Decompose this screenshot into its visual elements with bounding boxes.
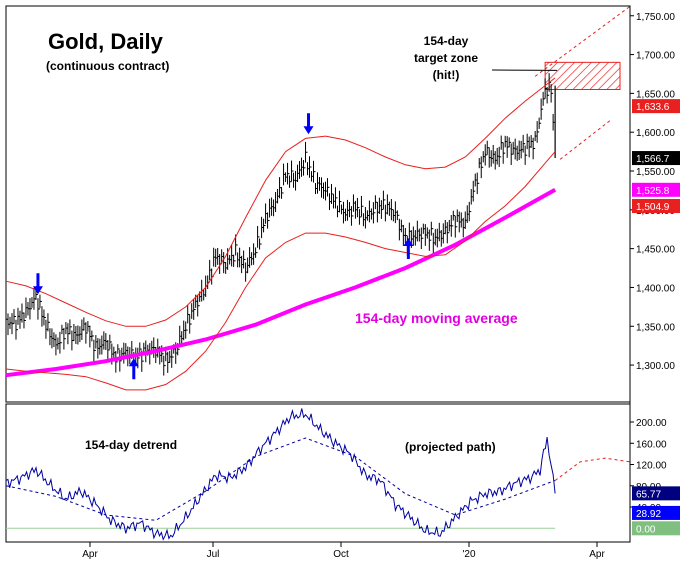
cycle-arrows (32, 113, 414, 380)
price-tick-label: 1,550.00 (636, 167, 675, 178)
price-label-text: 1,504.9 (636, 202, 670, 213)
target-zone-annotation-line: target zone (414, 51, 478, 65)
arrow-up-icon (128, 358, 139, 380)
target-zone-box (544, 61, 621, 91)
time-axis: Apr Jul Oct '20 Apr (82, 542, 605, 560)
target-zone-annotation-line: (hit!) (433, 68, 460, 82)
moving-average-annotation: 154-day moving average (355, 310, 518, 326)
detrend-value-text: 0.00 (636, 524, 656, 535)
series-154-day-moving-average (5, 188, 557, 378)
series-projected-channel-upper (534, 5, 631, 77)
price-label-box (632, 199, 680, 214)
target-zone-annotation: 154-day target zone (hit!) (414, 34, 478, 82)
price-tick-label: 1,750.00 (636, 12, 675, 23)
price-label-box (632, 99, 680, 114)
series-detrend (5, 408, 556, 541)
price-tick-label: 1,450.00 (636, 245, 675, 256)
price-label-text: 1,566.7 (636, 154, 670, 165)
detrend-value-box (632, 521, 680, 536)
detrend-value-box (632, 486, 680, 501)
detrend-value-box (632, 505, 680, 520)
arrow-down-icon (303, 113, 314, 135)
time-tick-label: '20 (462, 549, 475, 560)
series-lower-band (5, 151, 556, 391)
detrend-plot (5, 408, 631, 541)
detrend-value-text: 65.77 (636, 489, 661, 500)
price-plot (5, 5, 631, 391)
detrend-annotation: 154-day detrend (85, 438, 177, 452)
detrend-value-labels: 65.77 28.92 0.00 (632, 486, 680, 536)
price-label-text: 1,525.8 (636, 186, 670, 197)
time-tick-label: Apr (589, 549, 605, 560)
series-upper-band (5, 77, 556, 327)
chart-title: Gold, Daily (48, 29, 164, 54)
arrow-up-icon (403, 237, 414, 259)
projected-path-annotation: (projected path) (405, 440, 496, 454)
price-labels: 1,633.6 1,566.7 1,525.8 1,504.9 (632, 99, 680, 214)
price-label-box (632, 182, 680, 197)
detrend-tick-label: 200.00 (636, 418, 667, 429)
target-zone-annotation-line: 154-day (424, 34, 469, 48)
price-label-text: 1,633.6 (636, 102, 670, 113)
detrend-tick-label: 160.00 (636, 439, 667, 450)
detrend-series-group (5, 408, 631, 541)
detrend-tick-label: 120.00 (636, 461, 667, 472)
series-projected-path (554, 457, 631, 481)
series-cycle (5, 437, 556, 521)
detrend-value-text: 28.92 (636, 509, 661, 520)
price-tick-label: 1,350.00 (636, 322, 675, 333)
time-tick-label: Apr (82, 549, 98, 560)
price-label-box (632, 151, 680, 166)
arrow-down-icon (32, 273, 43, 295)
price-tick-label: 1,700.00 (636, 51, 675, 62)
chart-subtitle: (continuous contract) (46, 59, 169, 73)
price-tick-label: 1,600.00 (636, 128, 675, 139)
price-bars (5, 73, 556, 376)
time-tick-label: Jul (207, 549, 220, 560)
price-tick-label: 1,650.00 (636, 89, 675, 100)
series-projected-channel-lower (559, 120, 611, 160)
price-tick-label: 1,400.00 (636, 283, 675, 294)
time-tick-label: Oct (333, 549, 349, 560)
price-tick-label: 1,300.00 (636, 361, 675, 372)
price-series-group (5, 5, 631, 391)
